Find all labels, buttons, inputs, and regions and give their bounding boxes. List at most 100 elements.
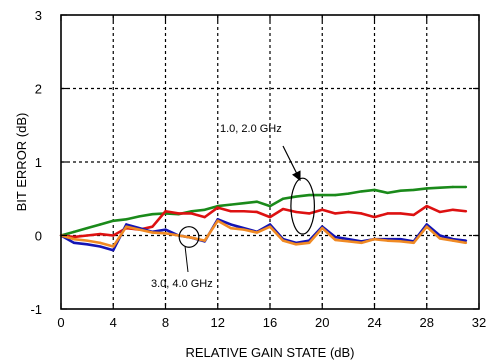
- series-1-point-21: [334, 212, 337, 215]
- y-tick-label: 2: [35, 82, 42, 97]
- series-3-point-16: [268, 225, 272, 228]
- series-3-point-12: [216, 219, 219, 222]
- series-0-point-21: [334, 193, 337, 197]
- series-0-point-10: [190, 210, 193, 213]
- series-2-point-26: [399, 237, 402, 241]
- series-3-point-29: [438, 237, 442, 240]
- series-2-point-8: [164, 228, 167, 231]
- x-tick-label: 16: [263, 315, 277, 330]
- series-3-point-27: [412, 241, 415, 245]
- x-axis-title: RELATIVE GAIN STATE (dB): [185, 345, 354, 360]
- series-3-point-1: [72, 237, 76, 241]
- x-tick-label: 8: [162, 315, 169, 330]
- series-1-point-20: [321, 208, 324, 211]
- series-2-point-13: [229, 223, 233, 226]
- series-3-point-31: [464, 241, 468, 245]
- y-axis-title: BIT ERROR (dB): [14, 113, 29, 212]
- x-tick-label: 24: [367, 315, 381, 330]
- series-3-point-17: [281, 239, 285, 242]
- series-2-point-29: [438, 234, 442, 237]
- series-3-point-10: [190, 236, 193, 239]
- series-0-point-15: [255, 200, 259, 203]
- series-0-point-7: [151, 212, 154, 216]
- series-3-point-7: [151, 231, 154, 234]
- series-3-point-3: [98, 241, 102, 245]
- x-tick-label: 20: [315, 315, 329, 330]
- series-1-point-13: [229, 210, 233, 213]
- series-1-point-8: [164, 210, 167, 213]
- series-0-point-29: [438, 186, 442, 189]
- series-1-point-18: [294, 210, 298, 214]
- series-1-point-15: [255, 210, 259, 214]
- series-0-point-20: [321, 193, 324, 197]
- series-1-point-30: [451, 208, 455, 211]
- series-0-point-5: [125, 218, 128, 221]
- series-1-point-11: [203, 215, 206, 219]
- series-3-point-6: [138, 228, 141, 231]
- y-tick-label: 0: [35, 229, 42, 244]
- series-0-point-6: [138, 215, 141, 218]
- x-tick-label: 32: [472, 315, 486, 330]
- series-1-point-28: [425, 204, 428, 208]
- series-3: [59, 219, 468, 248]
- series-1-point-22: [347, 210, 350, 214]
- series-1-point-25: [386, 212, 389, 215]
- series-0-point-26: [399, 189, 402, 192]
- series-2-point-1: [72, 241, 76, 245]
- series-0-point-17: [281, 197, 285, 200]
- series-0-point-25: [386, 191, 389, 195]
- series-1-point-7: [151, 225, 154, 228]
- series-3-point-15: [255, 231, 259, 234]
- series-3-point-21: [334, 238, 337, 242]
- series-0-point-28: [425, 187, 428, 190]
- series-0-point-22: [347, 192, 350, 195]
- series-3-point-14: [242, 228, 246, 231]
- series-2-point-22: [347, 237, 350, 241]
- series-0-point-23: [360, 190, 363, 193]
- y-tick-label: -1: [30, 302, 42, 317]
- series-3-point-24: [373, 237, 376, 241]
- y-tick-label: 1: [35, 155, 42, 170]
- series-2-point-16: [268, 223, 272, 226]
- series-1-point-12: [216, 206, 219, 209]
- annotation-label-3-4ghz: 3.0, 4.0 GHz: [151, 278, 213, 290]
- series-1-point-10: [190, 212, 193, 215]
- series-line-0: [60, 185, 466, 237]
- y-tick-label: 3: [35, 8, 42, 23]
- series-2-point-31: [464, 239, 468, 242]
- series-2-point-2: [85, 243, 89, 246]
- series-2-point-4: [112, 249, 115, 252]
- series-3-point-19: [307, 241, 311, 245]
- series-2-point-28: [425, 223, 428, 226]
- series-line-3: [60, 219, 467, 248]
- x-tick-label: 4: [110, 315, 117, 330]
- series-1-point-16: [268, 215, 272, 219]
- series-3-point-11: [203, 239, 206, 242]
- series-2-point-3: [98, 245, 102, 248]
- series-1-point-31: [464, 210, 468, 213]
- series-0-point-27: [412, 188, 415, 192]
- series-2-point-21: [334, 235, 337, 239]
- annotation-ellipse-1-2ghz: [290, 177, 316, 235]
- series-0-point-13: [229, 203, 233, 206]
- x-tick-label: 12: [211, 315, 225, 330]
- series-1-point-19: [307, 212, 311, 215]
- series-line-2: [60, 218, 467, 252]
- series-0-point-16: [268, 204, 272, 208]
- series-0-point-18: [294, 195, 298, 198]
- series-3-point-5: [125, 225, 128, 228]
- series-0-point-11: [203, 208, 206, 211]
- series-3-point-30: [451, 239, 455, 242]
- series-0-point-19: [307, 193, 311, 197]
- x-tick-label: 28: [420, 315, 434, 330]
- x-tick-label: 0: [57, 315, 64, 330]
- series-3-point-26: [399, 240, 402, 243]
- grid: [61, 15, 479, 309]
- series-1-point-26: [399, 212, 402, 215]
- annotation-leader: [184, 245, 189, 273]
- series-1-point-3: [98, 232, 102, 236]
- series-1-point-29: [438, 210, 442, 214]
- series-0-point-3: [98, 223, 102, 226]
